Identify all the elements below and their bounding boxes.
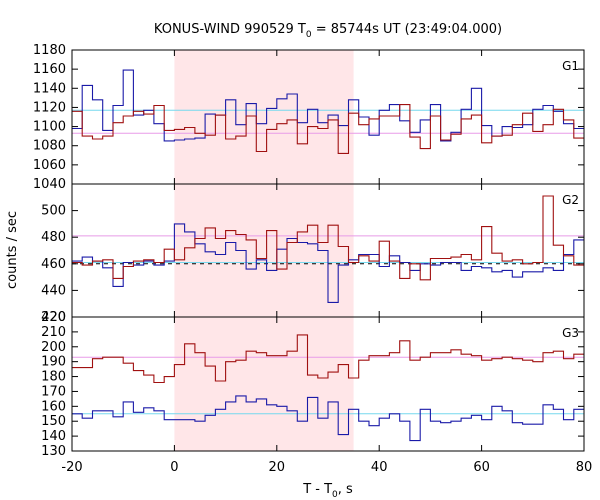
x-axis-label: T - T0, s: [302, 482, 353, 500]
y-tick-label: 220: [41, 310, 66, 325]
panel-g1: 1040 1060 1080 1100 1120 1140 1160 1180 G1: [33, 43, 585, 192]
y-tick-label: 440: [41, 283, 66, 298]
x-tick-label: 40: [371, 460, 388, 475]
y-tick-label: 1160: [33, 62, 66, 77]
y-tick-label: 1120: [33, 100, 66, 115]
y-tick-label: 1040: [33, 177, 66, 192]
count-rate-step-series: [72, 334, 584, 384]
y-tick-label: 480: [41, 230, 66, 245]
y-tick-label: 1180: [33, 43, 66, 58]
panel-label: G2: [562, 193, 579, 207]
y-tick-label: 180: [41, 370, 66, 385]
count-rate-step-series: [72, 195, 584, 281]
chart-title: KONUS-WIND 990529 T0 = 85744s UT (23:49:…: [154, 22, 502, 40]
panel-g2: 420 440 460 480 500 G2: [41, 183, 585, 325]
panel-label: G1: [562, 59, 579, 73]
x-tick-label: 20: [269, 460, 286, 475]
y-tick-label: 130: [41, 444, 66, 459]
panels-group: 1040 1060 1080 1100 1120 1140 1160 1180 G1 420 440…: [33, 43, 585, 459]
x-axis-ticks: -20 0 20 40 60 80: [61, 460, 592, 475]
y-tick-label: 500: [41, 204, 66, 219]
count-rate-step-series: [72, 223, 584, 303]
y-tick-label: 1060: [33, 158, 66, 173]
x-tick-label: 0: [170, 460, 178, 475]
panel-frame: [71, 316, 585, 452]
y-tick-label: 1100: [33, 120, 66, 135]
y-tick-label: 140: [41, 429, 66, 444]
count-rate-step-series: [72, 104, 584, 154]
y-tick-label: 1080: [33, 139, 66, 154]
x-tick-label: 80: [576, 460, 593, 475]
x-tick-label: -20: [61, 460, 82, 475]
y-axis-label: counts / sec: [5, 211, 20, 289]
x-tick-label: 60: [473, 460, 490, 475]
y-tick-label: 190: [41, 355, 66, 370]
y-tick-label: 150: [41, 414, 66, 429]
y-tick-label: 1140: [33, 81, 66, 96]
y-tick-label: 420: [41, 310, 66, 325]
y-tick-label: 460: [41, 257, 66, 272]
panel-label: G3: [562, 326, 579, 340]
y-tick-label: 210: [41, 325, 66, 340]
y-tick-label: 200: [41, 340, 66, 355]
count-rate-step-series: [72, 395, 584, 442]
y-tick-label: 160: [41, 399, 66, 414]
y-tick-label: 170: [41, 384, 66, 399]
